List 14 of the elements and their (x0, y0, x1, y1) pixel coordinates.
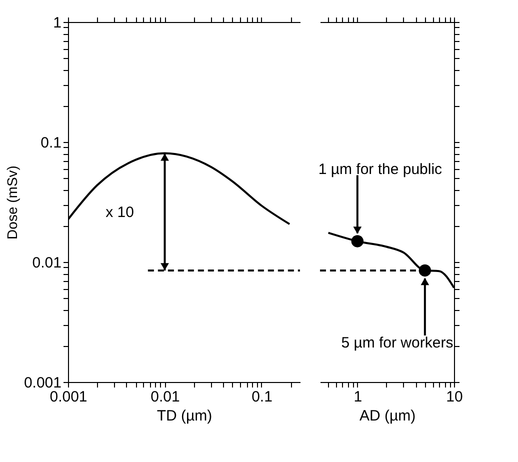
x-tick-label: 0.1 (252, 388, 272, 406)
y-axis-title: Dose (mSv) (4, 166, 20, 240)
annotation: 1 µm for the public (318, 161, 443, 178)
x-tick-label: 1 (354, 388, 362, 406)
annotation: x 10 (106, 204, 134, 221)
y-tick-label: 0.001 (24, 374, 62, 392)
y-tick-label: 0.1 (40, 134, 62, 152)
x-axis-title: TD (µm) (156, 408, 212, 424)
x-tick-label: 0.01 (150, 388, 180, 406)
y-tick-label: 1 (53, 14, 62, 32)
x-tick-label: 10 (446, 388, 463, 406)
x-axis-title: AD (µm) (359, 408, 416, 424)
y-tick-label: 0.01 (32, 254, 62, 272)
annotation: 5 µm for workers (341, 334, 454, 352)
